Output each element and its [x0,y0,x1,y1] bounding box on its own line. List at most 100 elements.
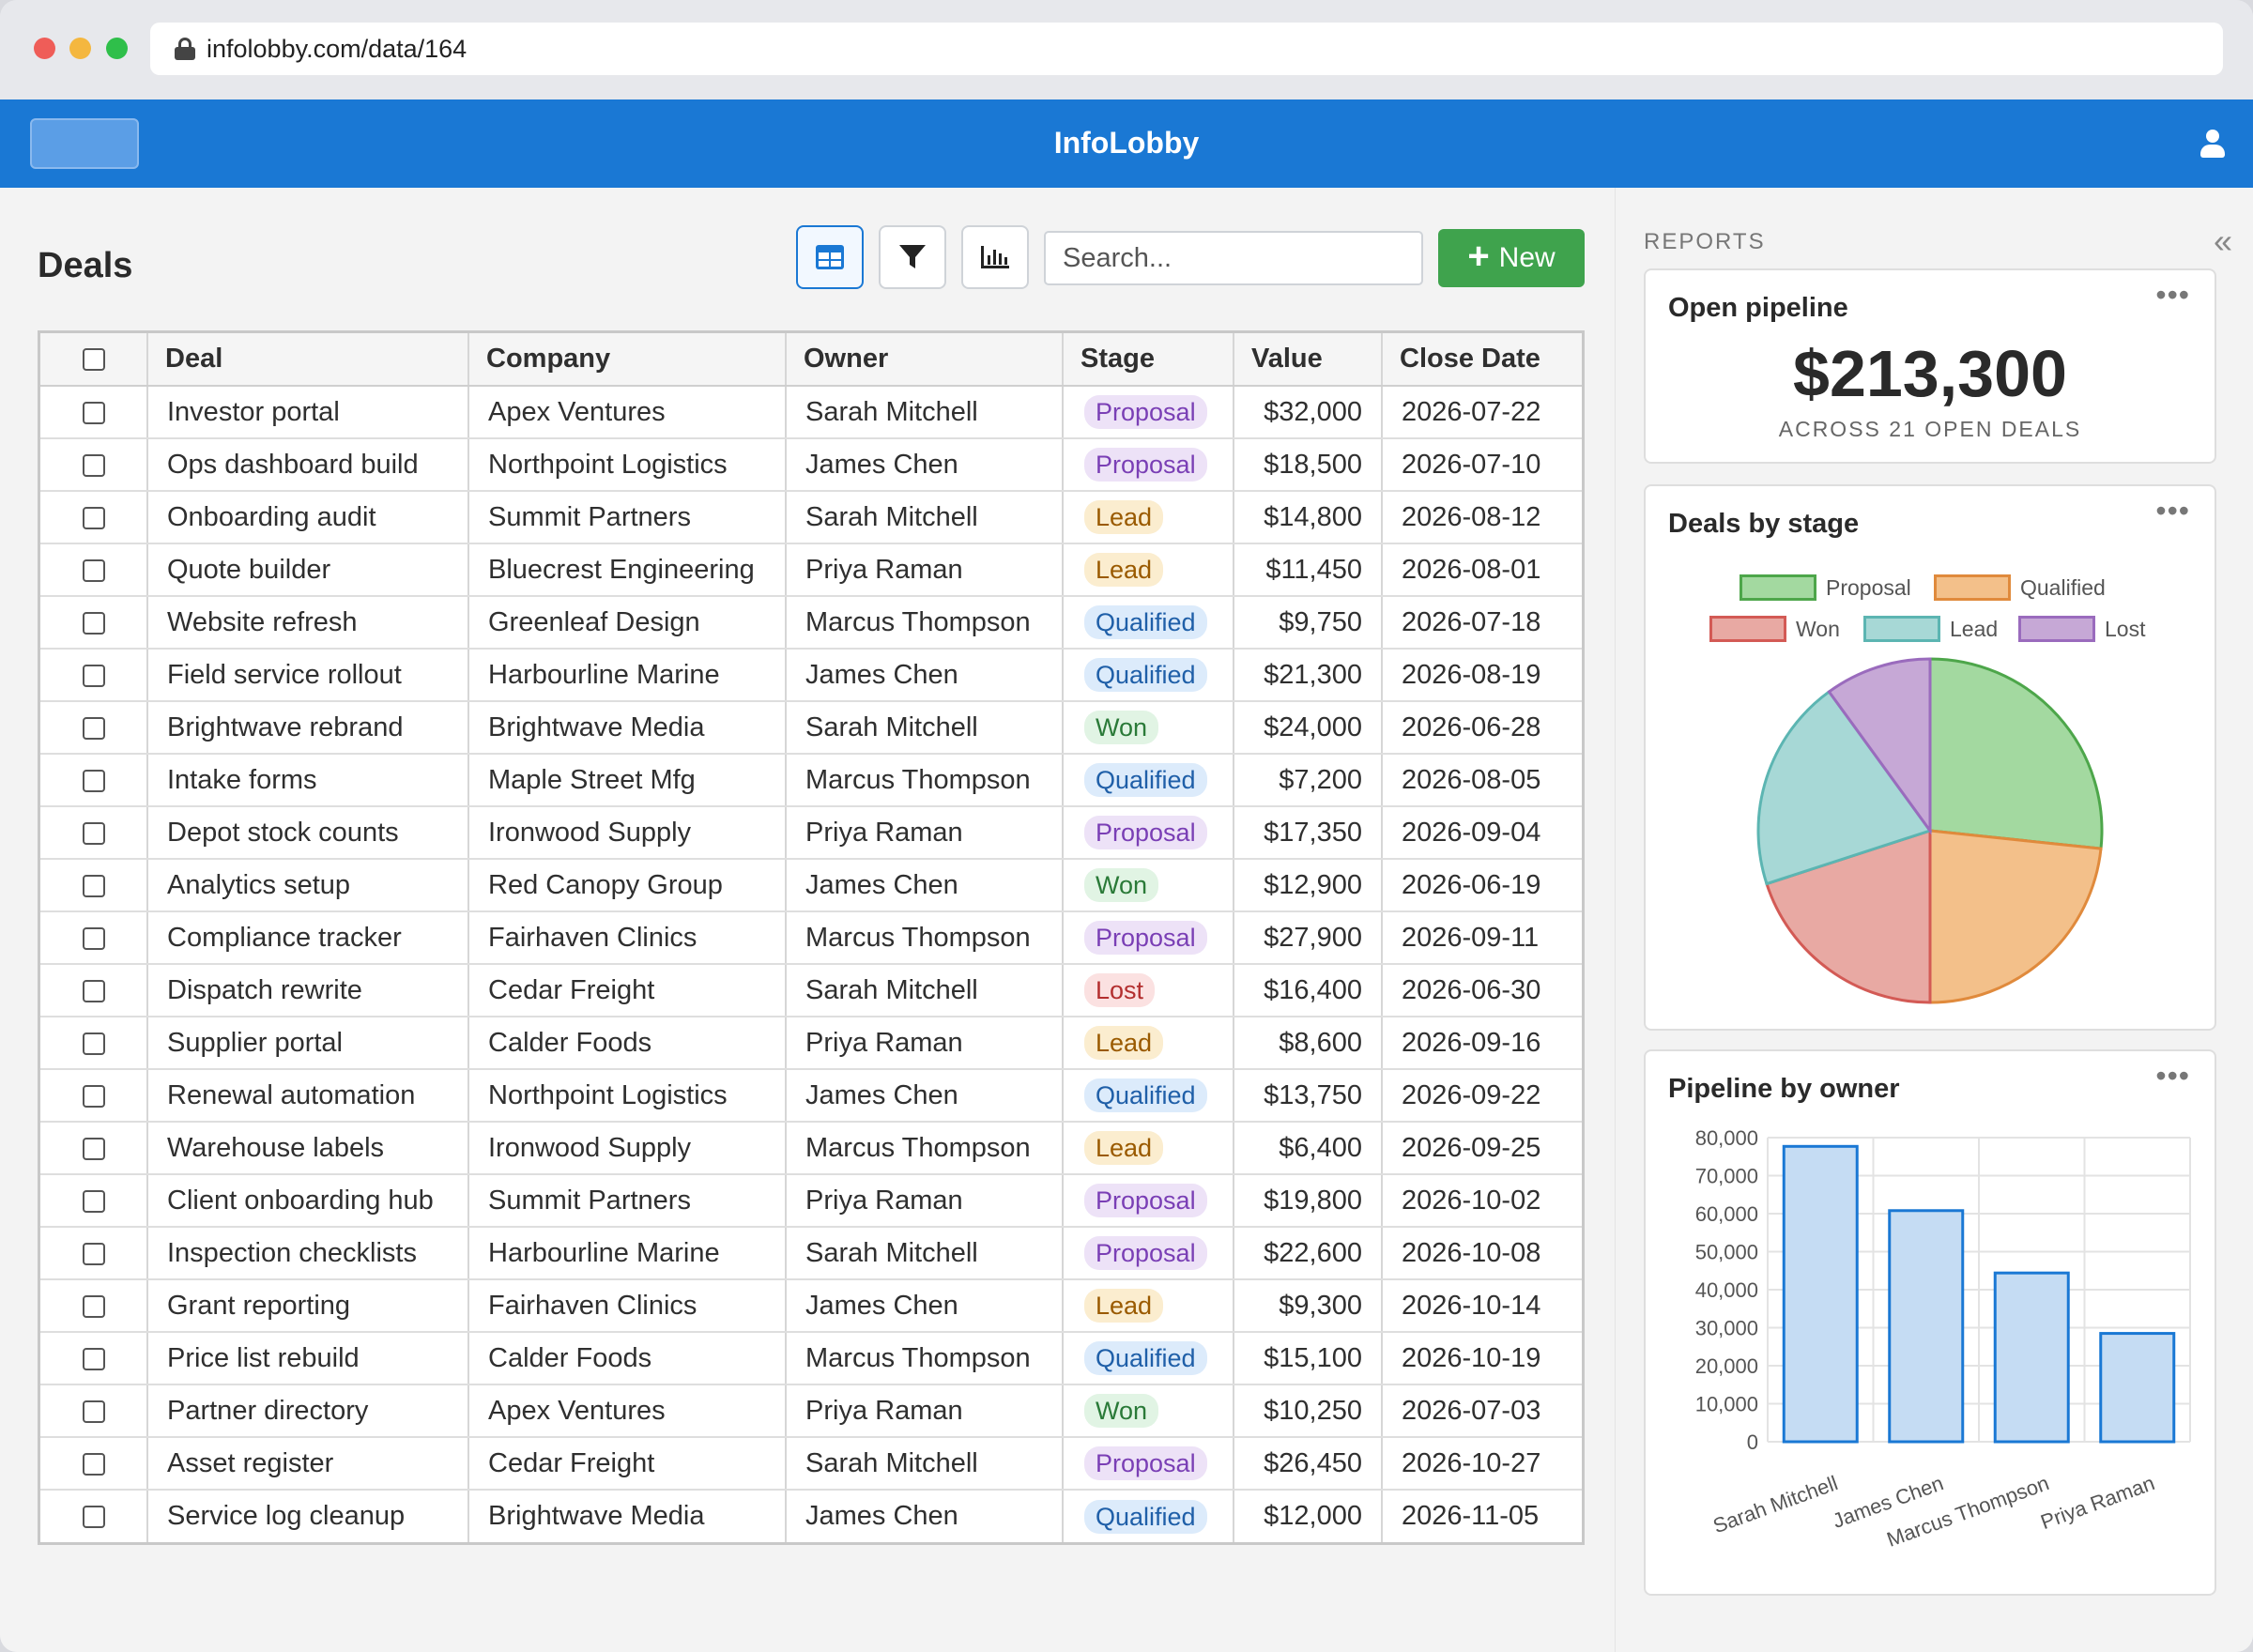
stage-badge: Proposal [1084,921,1207,955]
table-row[interactable]: Warehouse labels Ironwood Supply Marcus Th… [40,1122,1582,1175]
bar[interactable] [1888,1209,1965,1444]
table-row[interactable]: Analytics setup Red Canopy Group James Che… [40,859,1582,912]
legend-item[interactable]: Lost [2018,616,2145,642]
table-row[interactable]: Service log cleanup Brightwave Media James… [40,1490,1582,1542]
table-row[interactable]: Renewal automation Northpoint Logistics Ja… [40,1069,1582,1123]
row-checkbox[interactable] [82,1137,105,1160]
table-row[interactable]: Partner directory Apex Ventures Priya Rama… [40,1384,1582,1438]
pie-slice-lead[interactable] [1756,689,1933,886]
table-row[interactable]: Price list rebuild Calder Foods Marcus Tho… [40,1332,1582,1385]
pie-slice-qualified[interactable] [1928,829,2103,1004]
column-header-close-date[interactable]: Close Date [1382,333,1582,387]
table-row[interactable]: Ops dashboard build Northpoint Logistics J… [40,438,1582,492]
new-button-label: New [1498,242,1556,273]
row-checkbox[interactable] [82,1294,105,1318]
table-row[interactable]: Intake forms Maple Street Mfg Marcus Thomp… [40,754,1582,807]
row-checkbox[interactable] [82,506,105,529]
row-checkbox[interactable] [82,821,105,845]
cell-close-date: 2026-08-05 [1382,754,1582,807]
cell-deal: Asset register [147,1437,469,1491]
table-row[interactable]: Depot stock counts Ironwood Supply Priya R… [40,806,1582,860]
bar[interactable] [1993,1271,2070,1444]
cell-deal: Compliance tracker [147,911,469,965]
row-checkbox[interactable] [82,558,105,582]
new-button[interactable]: + New [1438,229,1585,287]
row-checkbox[interactable] [82,664,105,687]
row-checkbox[interactable] [82,611,105,635]
table-row[interactable]: Website refresh Greenleaf Design Marcus Th… [40,596,1582,650]
search-input[interactable] [1044,231,1423,285]
legend-item[interactable]: Proposal [1740,574,1911,601]
row-checkbox[interactable] [82,1189,105,1213]
table-row[interactable]: Asset register Cedar Freight Sarah Mitchel… [40,1437,1582,1491]
menu-button[interactable] [30,118,139,169]
row-checkbox[interactable] [82,1506,105,1529]
column-header-company[interactable]: Company [468,333,787,387]
cell-stage: Lost [1063,964,1234,1017]
more-options-icon[interactable]: ••• [2155,494,2190,528]
close-window-button[interactable] [34,38,55,59]
stage-badge: Qualified [1084,1499,1207,1534]
table-row[interactable]: Quote builder Bluecrest Engineering Priya … [40,543,1582,597]
table-row[interactable]: Inspection checklists Harbourline Marine S… [40,1227,1582,1280]
more-options-icon[interactable]: ••• [2155,278,2190,312]
cell-company: Cedar Freight [468,964,787,1017]
stage-badge: Proposal [1084,448,1207,482]
pie-slice-lost[interactable] [1827,657,1932,835]
legend-item[interactable]: Qualified [1934,574,2106,601]
row-checkbox-cell [40,596,148,650]
pie-slice-won[interactable] [1765,828,1932,1004]
row-checkbox[interactable] [82,453,105,477]
more-options-icon[interactable]: ••• [2155,1059,2190,1093]
row-checkbox[interactable] [82,1242,105,1265]
legend-item[interactable]: Won [1709,616,1840,642]
table-view-button[interactable] [796,225,864,289]
row-checkbox[interactable] [82,1084,105,1108]
row-checkbox[interactable] [82,769,105,792]
row-checkbox[interactable] [82,716,105,740]
column-header-stage[interactable]: Stage [1063,333,1234,387]
table-icon [816,245,844,269]
row-checkbox[interactable] [82,1400,105,1423]
cell-owner: Sarah Mitchell [786,964,1064,1017]
address-bar[interactable]: infolobby.com/data/164 [150,23,2223,75]
filter-button[interactable] [879,225,946,289]
pie-slice-proposal[interactable] [1928,657,2104,850]
table-row[interactable]: Onboarding audit Summit Partners Sarah Mit… [40,491,1582,544]
legend-item[interactable]: Lead [1863,616,1998,642]
cell-stage: Proposal [1063,806,1234,860]
table-row[interactable]: Supplier portal Calder Foods Priya Raman Le… [40,1017,1582,1070]
cell-close-date: 2026-07-18 [1382,596,1582,650]
table-row[interactable]: Investor portal Apex Ventures Sarah Mitche… [40,386,1582,439]
row-checkbox[interactable] [82,1452,105,1476]
table-row[interactable]: Brightwave rebrand Brightwave Media Sarah … [40,701,1582,755]
chart-view-button[interactable] [961,225,1029,289]
card-title: Deals by stage [1668,509,1860,539]
minimize-window-button[interactable] [69,38,91,59]
cell-value: $7,200 [1234,754,1383,807]
row-checkbox[interactable] [82,926,105,950]
maximize-window-button[interactable] [106,38,128,59]
table-row[interactable]: Grant reporting Fairhaven Clinics James Ch… [40,1279,1582,1333]
cell-value: $8,600 [1234,1017,1383,1070]
table-row[interactable]: Field service rollout Harbourline Marine J… [40,649,1582,702]
user-icon[interactable] [2200,130,2225,158]
bar[interactable] [2099,1332,2176,1444]
column-header-deal[interactable]: Deal [147,333,469,387]
row-checkbox[interactable] [82,874,105,897]
column-header-owner[interactable]: Owner [786,333,1064,387]
table-row[interactable]: Client onboarding hub Summit Partners Priy… [40,1174,1582,1228]
cell-company: Apex Ventures [468,1384,787,1438]
column-header-value[interactable]: Value [1234,333,1383,387]
row-checkbox[interactable] [82,401,105,424]
bar[interactable] [1782,1144,1859,1444]
row-checkbox[interactable] [82,1032,105,1055]
stage-badge: Won [1084,1394,1159,1428]
select-all-checkbox[interactable] [82,348,105,372]
table-row[interactable]: Dispatch rewrite Cedar Freight Sarah Mitch… [40,964,1582,1017]
row-checkbox[interactable] [82,1347,105,1370]
table-row[interactable]: Compliance tracker Fairhaven Clinics Marcu… [40,911,1582,965]
main-content: Deals [0,188,1615,1652]
collapse-panel-icon[interactable]: « [2213,222,2232,260]
row-checkbox[interactable] [82,979,105,1002]
